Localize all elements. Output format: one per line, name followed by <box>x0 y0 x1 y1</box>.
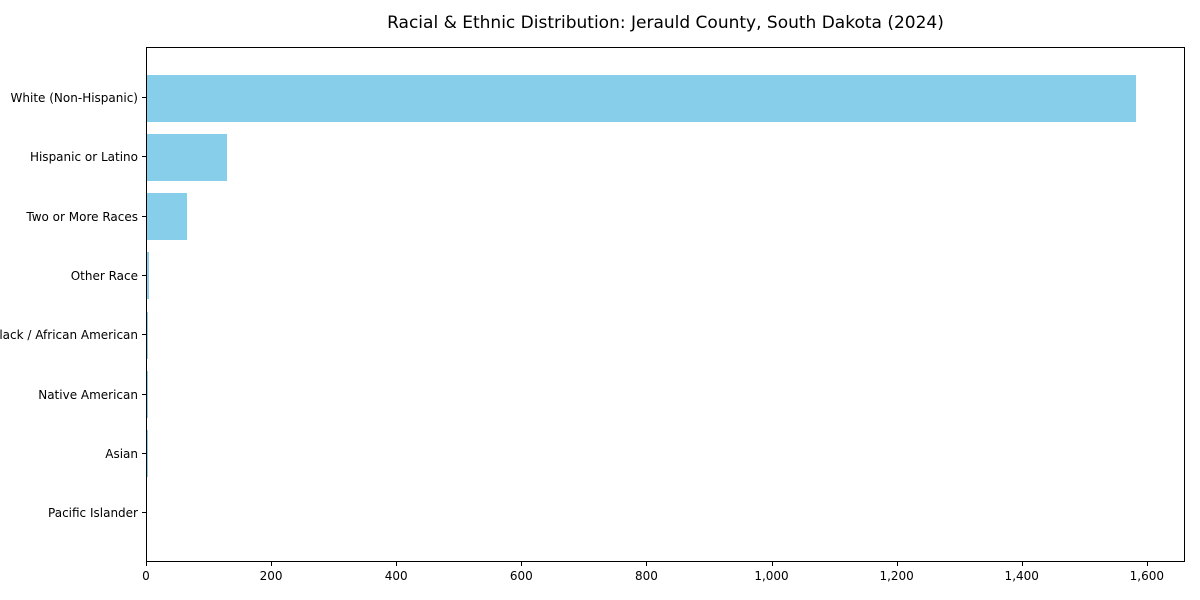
x-tick <box>646 562 648 566</box>
bar-native-american <box>147 371 148 418</box>
y-tick-label-black-african-american: Black / African American <box>0 328 138 343</box>
y-tick <box>142 274 146 276</box>
x-tick-label-400: 400 <box>384 569 408 583</box>
bar-asian <box>147 430 148 478</box>
x-tick <box>896 562 898 566</box>
y-tick-label-native-american: Native American <box>38 387 138 402</box>
bar-two-or-more-races <box>147 193 187 241</box>
bar-other-race <box>147 252 149 300</box>
x-tick <box>146 562 147 566</box>
x-tick <box>521 562 523 566</box>
x-tick <box>771 562 773 566</box>
bar-hispanic-or-latino <box>147 133 227 181</box>
chart-title: Racial & Ethnic Distribution: Jerauld Co… <box>387 13 944 33</box>
y-tick <box>142 452 146 454</box>
y-tick <box>142 215 146 217</box>
x-tick <box>271 562 273 566</box>
bar-black-african-american <box>147 311 148 359</box>
x-tick-label-0: 0 <box>142 569 150 583</box>
x-tick <box>396 562 398 566</box>
x-tick-label-1400: 1,400 <box>1004 569 1039 583</box>
x-tick-label-1000: 1,000 <box>754 569 789 583</box>
y-tick-label-pacific-islander: Pacific Islander <box>48 506 138 521</box>
y-tick <box>142 97 146 98</box>
y-tick <box>142 156 146 158</box>
y-tick-label-asian: Asian <box>105 446 138 461</box>
x-tick-label-1200: 1,200 <box>879 569 914 583</box>
y-tick-label-white-non-hispanic: White (Non-Hispanic) <box>10 91 138 105</box>
x-tick-label-600: 600 <box>509 569 533 583</box>
y-tick <box>142 393 146 395</box>
y-tick <box>142 334 146 336</box>
y-tick-label-other-race: Other Race <box>70 268 138 283</box>
y-tick-label-hispanic-or-latino: Hispanic or Latino <box>29 150 138 165</box>
x-tick-label-200: 200 <box>259 569 283 583</box>
x-tick-label-1600: 1,600 <box>1129 569 1165 583</box>
y-tick-label-two-or-more-races: Two or More Races <box>26 209 138 224</box>
plot-area <box>146 47 1185 562</box>
x-tick <box>1021 562 1023 566</box>
x-tick <box>1146 562 1148 566</box>
y-tick <box>142 512 146 514</box>
x-tick-label-800: 800 <box>634 569 658 583</box>
bar-white-non-hispanic <box>147 74 1136 122</box>
